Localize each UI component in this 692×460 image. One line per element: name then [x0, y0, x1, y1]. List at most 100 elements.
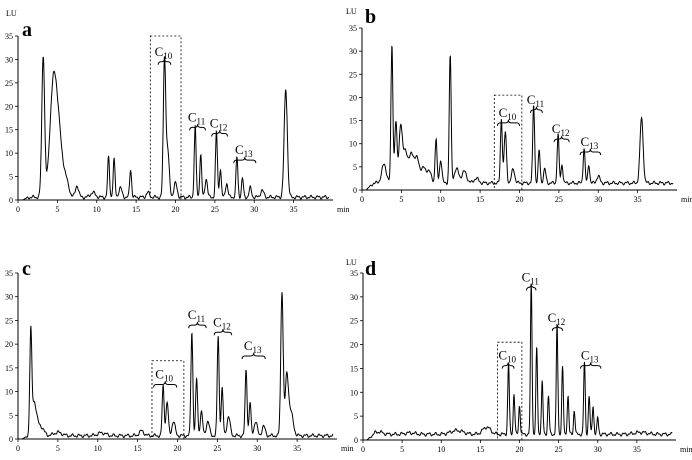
panel-letter: c [22, 258, 31, 280]
panel-b: 0 5 10 15 20 25 30 35 0 5 10 15 20 25 30 35 min LU b C10 C11… [346, 6, 692, 204]
x-tick-label: 15 [134, 444, 142, 453]
y-axis-label: LU [346, 7, 357, 16]
highlight-box [497, 341, 523, 441]
panel-c: 0 5 10 15 20 25 30 35 0 5 10 15 20 25 30 35 min c C10 C11 C1… [5, 258, 353, 453]
x-tick-label: 25 [555, 445, 563, 454]
y-tick-label: 5 [9, 411, 13, 420]
x-tick-label: 35 [290, 205, 298, 214]
panel-letter: b [365, 6, 376, 28]
component-label: C13 [235, 142, 253, 159]
peak-group-c10: C10 [498, 348, 516, 369]
x-tick-label: 20 [516, 195, 524, 204]
y-tick-label: 0 [9, 196, 13, 205]
x-axis-label: min [680, 445, 692, 454]
x-axis-label: min [681, 195, 692, 204]
y-tick-label: 30 [5, 293, 13, 302]
x-tick-label: 25 [213, 444, 221, 453]
x-tick-label: 10 [93, 205, 101, 214]
component-label: C11 [527, 92, 544, 109]
x-tick-label: 35 [293, 444, 301, 453]
y-tick-label: 30 [349, 47, 357, 56]
y-tick-label: 0 [353, 186, 357, 195]
component-label: C10 [498, 348, 516, 365]
curly-bracket [241, 352, 266, 360]
y-tick-label: 15 [349, 117, 357, 126]
component-label: C13 [581, 134, 599, 151]
peak-group-c10: C10 [155, 44, 173, 65]
x-tick-label: 20 [172, 205, 180, 214]
y-tick-label: 10 [5, 388, 13, 397]
peak-group-c10: C10 [153, 366, 178, 388]
component-label: C10 [155, 44, 173, 61]
peak-group-c13: C13 [233, 142, 257, 164]
component-label: C11 [188, 307, 205, 324]
component-label: C11 [522, 269, 539, 286]
x-tick-label: 5 [55, 205, 59, 214]
component-label: C13 [581, 348, 599, 365]
x-tick-label: 30 [253, 444, 261, 453]
highlight-box [151, 360, 185, 440]
y-tick-label: 35 [5, 269, 13, 278]
x-tick-label: 20 [516, 445, 524, 454]
y-tick-label: 10 [350, 388, 358, 397]
curly-bracket [553, 136, 570, 143]
x-tick-label: 0 [360, 195, 364, 204]
x-tick-label: 15 [476, 445, 484, 454]
panel-letter: d [365, 258, 376, 280]
peak-group-c13: C13 [241, 338, 266, 360]
chromatogram-trace [366, 283, 673, 441]
y-tick-label: 15 [5, 364, 13, 373]
y-tick-label: 35 [5, 32, 13, 41]
component-label: C13 [244, 338, 262, 355]
x-tick-label: 10 [94, 444, 102, 453]
component-label: C12 [548, 310, 566, 327]
y-tick-label: 35 [350, 269, 358, 278]
x-tick-label: 5 [399, 195, 403, 204]
y-tick-label: 10 [5, 149, 13, 158]
y-tick-label: 25 [349, 70, 357, 79]
curly-bracket [579, 149, 602, 156]
component-label: C10 [155, 366, 173, 383]
y-axis-label: LU [6, 9, 17, 18]
x-tick-label: 15 [476, 195, 484, 204]
x-axis-label: min [337, 205, 349, 214]
y-tick-label: 35 [349, 24, 357, 33]
peak-group-c13: C13 [579, 134, 602, 156]
curly-bracket [530, 106, 543, 113]
peak-group-c11: C11 [527, 92, 544, 113]
x-tick-label: 0 [16, 444, 20, 453]
curly-bracket [501, 362, 515, 369]
y-tick-label: 5 [9, 173, 13, 182]
x-tick-label: 15 [132, 205, 140, 214]
chromatogram-trace [21, 292, 334, 440]
panel-d: 0 5 10 15 20 25 30 35 0 5 10 15 20 25 30 35 min LU d C10 C11… [346, 258, 692, 454]
peak-group-c12: C12 [213, 314, 233, 336]
y-axis-label: LU [346, 258, 357, 267]
x-tick-label: 5 [400, 445, 404, 454]
x-axis-label: min [341, 444, 353, 453]
x-tick-label: 10 [437, 445, 445, 454]
y-tick-label: 15 [350, 364, 358, 373]
y-tick-label: 10 [349, 140, 357, 149]
x-tick-label: 25 [555, 195, 563, 204]
y-tick-label: 25 [5, 79, 13, 88]
y-tick-label: 0 [354, 436, 358, 445]
chromatogram-trace [365, 45, 674, 191]
y-tick-label: 0 [9, 435, 13, 444]
x-tick-label: 0 [16, 205, 20, 214]
chromatogram-trace [21, 56, 330, 201]
x-tick-label: 30 [250, 205, 258, 214]
x-tick-label: 25 [211, 205, 219, 214]
curly-bracket [213, 329, 233, 336]
panel-a: 0 5 10 15 20 25 30 35 0 5 10 15 20 25 30 35 min LU a C10 C11… [5, 9, 349, 214]
peak-group-c12: C12 [548, 310, 566, 331]
y-tick-label: 30 [350, 293, 358, 302]
y-tick-label: 25 [5, 316, 13, 325]
peak-group-c10: C10 [496, 105, 520, 126]
y-tick-label: 5 [354, 412, 358, 421]
x-tick-label: 5 [56, 444, 60, 453]
peak-group-c12: C12 [210, 115, 228, 137]
peak-group-c11: C11 [188, 109, 206, 131]
x-tick-label: 10 [437, 195, 445, 204]
peak-group-c11: C11 [522, 269, 539, 291]
